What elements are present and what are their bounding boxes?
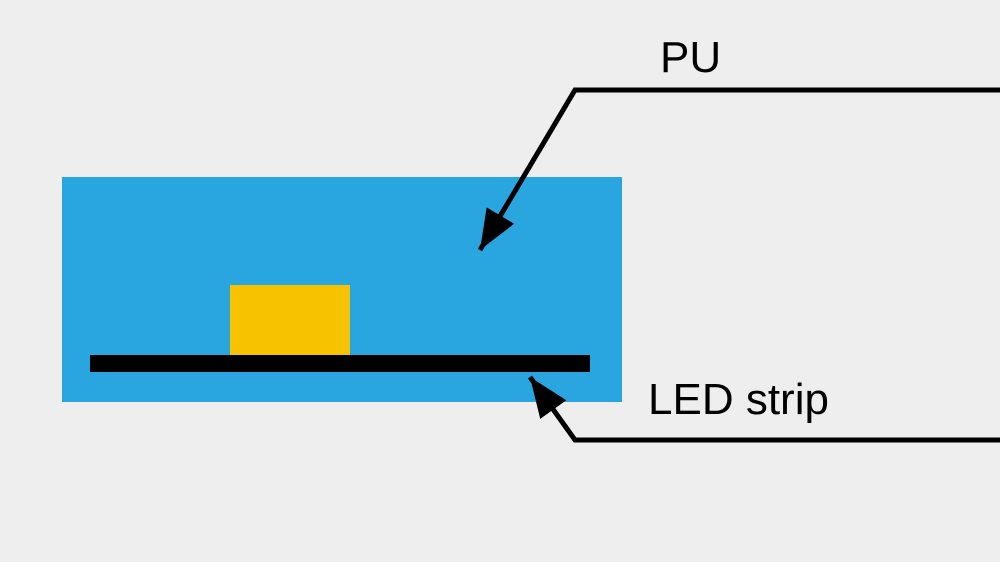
led-strip-label: LED strip [648, 375, 829, 425]
pu-label: PU [660, 33, 721, 83]
led-strip-bar [90, 355, 590, 372]
led-chip [230, 285, 350, 355]
